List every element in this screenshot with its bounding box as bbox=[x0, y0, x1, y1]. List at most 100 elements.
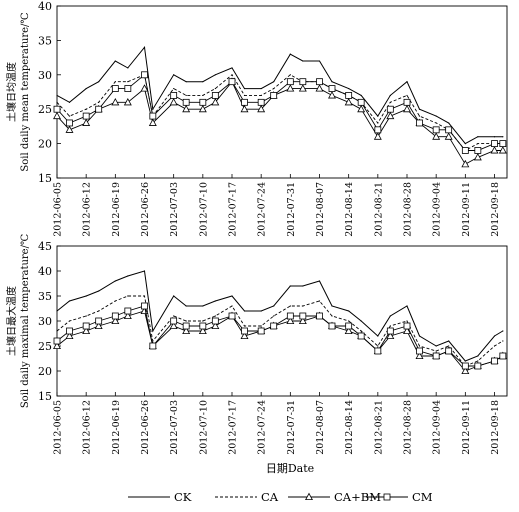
data-point bbox=[202, 81, 204, 83]
data-point bbox=[123, 97, 132, 106]
legend-label: CA bbox=[261, 490, 279, 504]
data-point bbox=[66, 327, 73, 335]
data-point bbox=[53, 105, 61, 113]
data-point bbox=[260, 94, 262, 97]
data-point bbox=[240, 104, 249, 113]
data-point bbox=[474, 362, 482, 370]
data-point bbox=[231, 295, 233, 297]
data-point bbox=[82, 322, 90, 330]
data-point bbox=[260, 310, 262, 312]
data-point bbox=[127, 295, 129, 297]
data-point bbox=[318, 280, 321, 282]
series-line bbox=[56, 310, 504, 372]
data-point bbox=[127, 275, 129, 277]
x-tick-label: 2012-08-07 bbox=[315, 400, 326, 455]
x-tick-label: 2012-07-10 bbox=[198, 182, 209, 237]
x-tick-label: 2012-09-11 bbox=[461, 182, 472, 237]
data-point bbox=[124, 85, 132, 92]
data-point bbox=[493, 335, 496, 337]
y-tick-label: 35 bbox=[38, 34, 52, 47]
legend-item: CK bbox=[128, 490, 192, 504]
x-tick-label: 2012-07-10 bbox=[198, 400, 209, 455]
data-point bbox=[173, 315, 175, 317]
data-point bbox=[211, 317, 219, 325]
data-point bbox=[243, 94, 246, 97]
data-point bbox=[502, 136, 504, 138]
data-point bbox=[202, 94, 204, 97]
panel-max-temperature: 15 20 25 30 35 40 45 2012-06-05 2012-06-12 2012-0… bbox=[5, 234, 508, 475]
x-tick-label: 2012-06-19 bbox=[111, 182, 122, 237]
data-point bbox=[214, 300, 216, 302]
x-tick-label: 2012-07-31 bbox=[286, 182, 297, 237]
x-tick-label: 2012-07-17 bbox=[228, 400, 239, 455]
data-point bbox=[328, 91, 336, 99]
series-line bbox=[56, 74, 503, 152]
data-point bbox=[502, 340, 504, 342]
data-point bbox=[85, 295, 87, 297]
data-point bbox=[477, 360, 479, 362]
data-point bbox=[56, 330, 58, 332]
x-tick-label: 2012-08-21 bbox=[373, 400, 384, 455]
data-point bbox=[418, 345, 421, 347]
data-point bbox=[127, 81, 129, 83]
data-point bbox=[406, 320, 408, 322]
data-point bbox=[127, 67, 129, 69]
data-point bbox=[377, 122, 379, 124]
data-point bbox=[185, 320, 187, 322]
data-point bbox=[257, 104, 266, 113]
data-point bbox=[273, 315, 275, 317]
data-point bbox=[435, 350, 437, 352]
data-point bbox=[315, 84, 324, 92]
data-point bbox=[82, 326, 91, 335]
data-point bbox=[318, 300, 321, 302]
data-point bbox=[499, 140, 507, 148]
data-point bbox=[66, 119, 73, 127]
data-point bbox=[445, 126, 453, 134]
y-tick-label: 35 bbox=[38, 290, 52, 303]
data-point bbox=[182, 104, 191, 113]
x-tick-label: 2012-08-14 bbox=[344, 400, 355, 455]
data-point bbox=[461, 147, 469, 154]
series-cm bbox=[53, 302, 507, 370]
data-point bbox=[124, 307, 132, 315]
data-point bbox=[68, 101, 71, 103]
data-point bbox=[432, 126, 440, 134]
data-point bbox=[149, 342, 157, 350]
x-tick-label: 2012-06-12 bbox=[82, 182, 93, 237]
x-tick-label: 2012-08-28 bbox=[403, 400, 414, 455]
data-point bbox=[68, 115, 71, 117]
plot-frame bbox=[56, 5, 508, 179]
y-axis-label-cn: 土壤日最大温度 bbox=[5, 286, 18, 356]
data-point bbox=[403, 104, 411, 113]
data-point bbox=[202, 320, 204, 322]
x-axis-label: 日期Date bbox=[266, 462, 314, 475]
data-point bbox=[240, 331, 249, 340]
data-point bbox=[286, 316, 295, 325]
data-point bbox=[152, 340, 154, 342]
data-point bbox=[68, 320, 71, 322]
data-point bbox=[406, 305, 408, 307]
data-point bbox=[185, 305, 187, 307]
data-point bbox=[490, 146, 499, 154]
data-point bbox=[316, 78, 323, 86]
y-axis-label-cn: 土壤日均温度 bbox=[5, 62, 18, 122]
data-point bbox=[286, 84, 295, 92]
y-tick-label: 45 bbox=[38, 240, 52, 253]
data-point bbox=[182, 322, 190, 330]
data-point bbox=[444, 132, 453, 140]
data-point bbox=[243, 325, 246, 327]
data-point bbox=[344, 97, 353, 106]
data-point bbox=[302, 60, 304, 62]
x-tick-label: 2012-06-05 bbox=[53, 400, 64, 455]
data-point bbox=[464, 360, 466, 362]
data-point bbox=[273, 305, 275, 307]
data-point bbox=[53, 337, 61, 345]
data-point bbox=[389, 94, 391, 97]
data-point bbox=[273, 87, 275, 90]
data-point bbox=[389, 315, 391, 317]
data-point bbox=[257, 98, 265, 106]
data-point bbox=[53, 341, 61, 350]
data-point bbox=[418, 115, 421, 117]
data-point bbox=[498, 146, 507, 154]
data-point bbox=[198, 326, 207, 335]
